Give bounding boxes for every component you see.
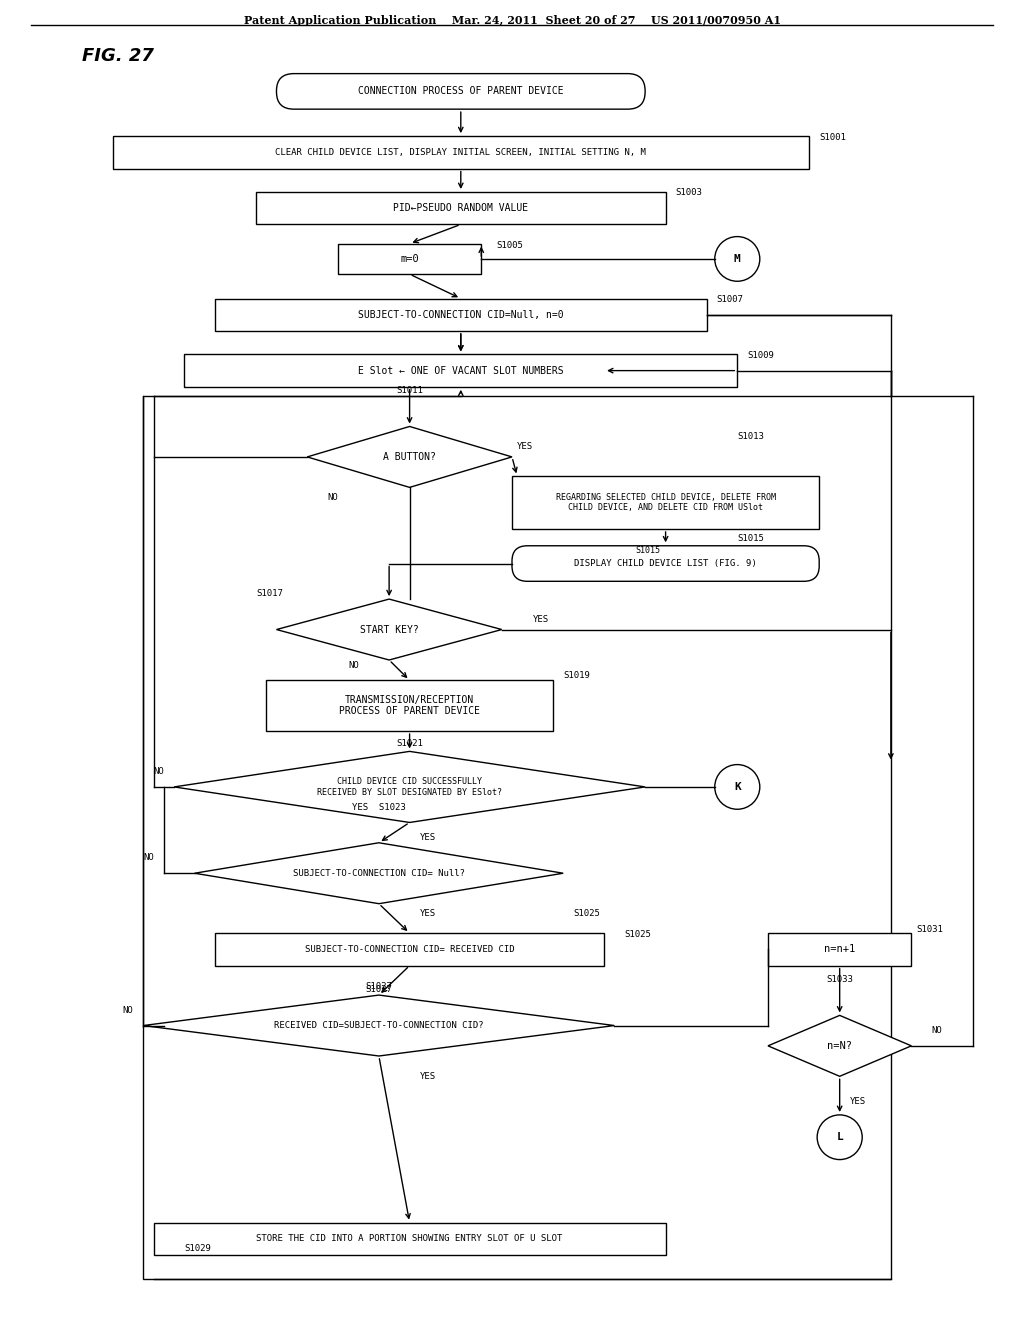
- Text: A BUTTON?: A BUTTON?: [383, 451, 436, 462]
- Text: NO: NO: [328, 494, 338, 502]
- Bar: [768, 933, 911, 966]
- Polygon shape: [768, 1015, 911, 1076]
- Text: S1019: S1019: [563, 671, 590, 680]
- Text: S1015: S1015: [737, 533, 764, 543]
- Polygon shape: [307, 426, 512, 487]
- Text: TRANSMISSION/RECEPTION
PROCESS OF PARENT DEVICE: TRANSMISSION/RECEPTION PROCESS OF PARENT…: [339, 694, 480, 717]
- Text: S1011: S1011: [396, 387, 423, 396]
- Text: NO: NO: [143, 854, 154, 862]
- Circle shape: [817, 1115, 862, 1159]
- Text: YES: YES: [517, 442, 534, 451]
- Bar: [266, 680, 553, 731]
- Text: YES: YES: [532, 615, 549, 624]
- Text: YES  S1023: YES S1023: [352, 803, 406, 812]
- Text: STORE THE CID INTO A PORTION SHOWING ENTRY SLOT OF U SLOT: STORE THE CID INTO A PORTION SHOWING ENT…: [256, 1234, 563, 1243]
- Text: L: L: [837, 1133, 843, 1142]
- Text: NO: NO: [932, 1026, 942, 1035]
- Text: S1021: S1021: [396, 739, 423, 747]
- Text: NO: NO: [154, 767, 164, 776]
- Bar: [512, 477, 819, 529]
- Text: S1033: S1033: [826, 975, 853, 985]
- Text: S1015: S1015: [635, 546, 659, 554]
- Text: PID←PSEUDO RANDOM VALUE: PID←PSEUDO RANDOM VALUE: [393, 203, 528, 213]
- Text: CLEAR CHILD DEVICE LIST, DISPLAY INITIAL SCREEN, INITIAL SETTING N, M: CLEAR CHILD DEVICE LIST, DISPLAY INITIAL…: [275, 148, 646, 157]
- Text: NO: NO: [348, 660, 358, 669]
- Text: S1025: S1025: [573, 909, 600, 919]
- Text: m=0: m=0: [400, 253, 419, 264]
- Bar: [113, 136, 809, 169]
- Bar: [256, 191, 666, 224]
- Text: CONNECTION PROCESS OF PARENT DEVICE: CONNECTION PROCESS OF PARENT DEVICE: [358, 86, 563, 96]
- Text: E Slot ← ONE OF VACANT SLOT NUMBERS: E Slot ← ONE OF VACANT SLOT NUMBERS: [358, 366, 563, 376]
- Text: S1017: S1017: [256, 590, 283, 598]
- Text: DISPLAY CHILD DEVICE LIST (FIG. 9): DISPLAY CHILD DEVICE LIST (FIG. 9): [574, 560, 757, 568]
- Text: S1013: S1013: [737, 432, 764, 441]
- Text: NO: NO: [123, 1006, 133, 1015]
- Polygon shape: [276, 599, 502, 660]
- Text: RECEIVED CID=SUBJECT-TO-CONNECTION CID?: RECEIVED CID=SUBJECT-TO-CONNECTION CID?: [274, 1022, 483, 1030]
- Bar: [184, 354, 737, 387]
- Text: n=n+1: n=n+1: [824, 944, 855, 954]
- Circle shape: [715, 236, 760, 281]
- Text: S1001: S1001: [819, 132, 846, 141]
- Text: YES: YES: [420, 1072, 436, 1081]
- Bar: [154, 1222, 666, 1255]
- Text: n=N?: n=N?: [827, 1041, 852, 1051]
- Circle shape: [715, 764, 760, 809]
- Text: Patent Application Publication    Mar. 24, 2011  Sheet 20 of 27    US 2011/00709: Patent Application Publication Mar. 24, …: [244, 16, 780, 26]
- Text: FIG. 27: FIG. 27: [82, 46, 154, 65]
- Text: SUBJECT-TO-CONNECTION CID= RECEIVED CID: SUBJECT-TO-CONNECTION CID= RECEIVED CID: [305, 945, 514, 954]
- Text: S1027: S1027: [366, 986, 392, 994]
- Text: S1027: S1027: [366, 982, 392, 991]
- Text: S1007: S1007: [717, 296, 743, 304]
- Text: YES: YES: [420, 909, 436, 919]
- FancyBboxPatch shape: [512, 545, 819, 581]
- Text: M: M: [734, 253, 740, 264]
- Bar: [215, 298, 707, 331]
- Text: YES: YES: [420, 833, 436, 842]
- Text: REGARDING SELECTED CHILD DEVICE, DELETE FROM
CHILD DEVICE, AND DELETE CID FROM U: REGARDING SELECTED CHILD DEVICE, DELETE …: [556, 492, 775, 512]
- Text: START KEY?: START KEY?: [359, 624, 419, 635]
- Text: CHILD DEVICE CID SUCCESSFULLY
RECEIVED BY SLOT DESIGNATED BY ESlot?: CHILD DEVICE CID SUCCESSFULLY RECEIVED B…: [317, 777, 502, 797]
- Bar: [338, 244, 481, 275]
- Bar: [143, 396, 891, 1279]
- Text: S1025: S1025: [625, 929, 651, 939]
- Polygon shape: [174, 751, 645, 822]
- Text: S1029: S1029: [184, 1245, 211, 1254]
- FancyBboxPatch shape: [276, 74, 645, 110]
- Text: S1009: S1009: [748, 351, 774, 360]
- Text: YES: YES: [850, 1097, 866, 1106]
- Text: SUBJECT-TO-CONNECTION CID= Null?: SUBJECT-TO-CONNECTION CID= Null?: [293, 869, 465, 878]
- Text: S1005: S1005: [497, 242, 523, 251]
- Polygon shape: [143, 995, 614, 1056]
- Text: S1003: S1003: [676, 189, 702, 198]
- Text: SUBJECT-TO-CONNECTION CID=Null, n=0: SUBJECT-TO-CONNECTION CID=Null, n=0: [358, 310, 563, 319]
- Bar: [215, 933, 604, 966]
- Polygon shape: [195, 842, 563, 904]
- Text: S1031: S1031: [916, 924, 943, 933]
- Text: K: K: [734, 781, 740, 792]
